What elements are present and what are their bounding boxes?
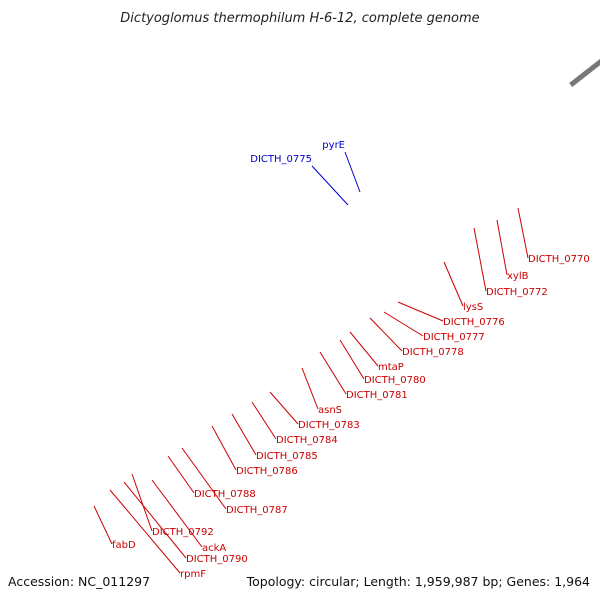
- gene-label: DICTH_0780: [364, 375, 426, 386]
- leader-line: [93, 505, 113, 545]
- gene-labels: pyrE DICTH_0775 DICTH_0770 xylB DICTH_0772ly…: [112, 140, 590, 580]
- leader-line: [383, 311, 424, 337]
- gene-label: DICTH_0781: [346, 390, 408, 401]
- gene-label: DICTH_0778: [402, 347, 464, 358]
- gene-label: ackA: [202, 543, 226, 554]
- leader-line: [473, 227, 487, 292]
- leader-line: [109, 489, 181, 574]
- gene-label: DICTH_0777: [423, 332, 485, 343]
- gene-label: DICTH_0783: [298, 420, 360, 431]
- leader-line: [496, 219, 508, 276]
- backbone-line: [569, 58, 600, 87]
- label-leaders: [93, 151, 529, 574]
- leader-line: [269, 391, 299, 425]
- leader-line: [344, 151, 361, 193]
- gene-label: DICTH_0786: [236, 466, 298, 477]
- gene-label: DICTH_0772: [486, 287, 548, 298]
- gene-label: DICTH_0785: [256, 451, 318, 462]
- gene-label: pyrE: [322, 140, 345, 151]
- leader-line: [349, 331, 379, 367]
- leader-line: [167, 455, 195, 494]
- leader-line: [311, 165, 349, 206]
- leader-line: [319, 351, 347, 395]
- leader-line: [369, 317, 403, 352]
- gene-label: DICTH_0792: [152, 527, 214, 538]
- gene-label: DICTH_0776: [443, 317, 505, 328]
- leader-line: [181, 447, 227, 510]
- gene-label: lysS: [463, 302, 483, 313]
- gene-label: DICTH_0775: [250, 154, 312, 165]
- gene-label: asnS: [318, 405, 342, 416]
- gene-label: DICTH_0787: [226, 505, 288, 516]
- leader-line: [251, 401, 277, 440]
- gene-label: fabD: [112, 540, 136, 551]
- leader-line: [443, 261, 464, 307]
- map-title: Dictyoglomus thermophilum H-6-12, comple…: [120, 11, 479, 26]
- gene-label: DICTH_0784: [276, 435, 338, 446]
- leader-line: [151, 479, 203, 548]
- gene-label: mtaP: [378, 362, 404, 373]
- genome-summary-text: Topology: circular; Length: 1,959,987 bp…: [246, 574, 590, 589]
- gene-label: xylB: [507, 271, 529, 282]
- leader-line: [517, 207, 529, 259]
- genome-backbone: [569, 58, 600, 87]
- leader-line: [211, 425, 237, 471]
- gene-label: DICTH_0788: [194, 489, 256, 500]
- gene-label: DICTH_0790: [186, 554, 248, 565]
- leader-line: [397, 301, 444, 322]
- leader-line: [301, 367, 319, 410]
- leader-line: [131, 473, 153, 532]
- gene-label: rpmF: [180, 569, 206, 580]
- leader-line: [339, 339, 365, 380]
- leader-line: [231, 413, 257, 456]
- leader-line: [123, 481, 187, 559]
- accession-text: Accession: NC_011297: [8, 574, 150, 589]
- gene-label: DICTH_0770: [528, 254, 590, 265]
